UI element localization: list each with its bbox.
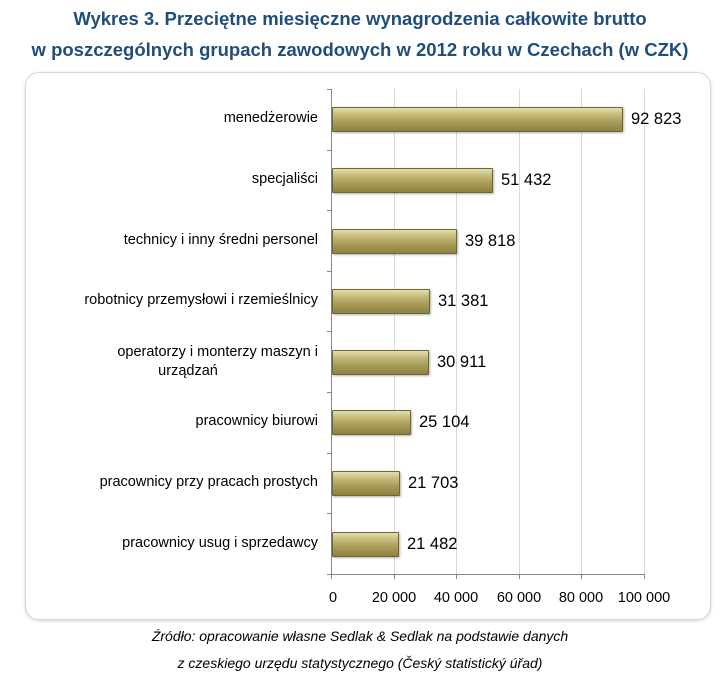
x-tick bbox=[644, 574, 645, 579]
category-label-line: urządzań bbox=[158, 363, 218, 379]
x-tick-label: 60 000 bbox=[496, 590, 542, 606]
category-label: pracownicy usug i sprzedawcy bbox=[122, 535, 318, 551]
bar bbox=[332, 107, 623, 132]
chart-frame bbox=[25, 72, 711, 620]
bar bbox=[332, 289, 430, 314]
x-tick bbox=[519, 574, 520, 579]
y-tick bbox=[327, 89, 331, 90]
category-label: pracownicy przy pracach prostych bbox=[99, 474, 318, 490]
x-tick-label: 80 000 bbox=[558, 590, 604, 606]
x-tick bbox=[394, 574, 395, 579]
y-tick bbox=[327, 574, 331, 575]
category-label: technicy i inny średni personel bbox=[123, 232, 318, 248]
bar-value-label: 39 818 bbox=[465, 232, 516, 250]
category-label: specjaliści bbox=[251, 171, 318, 187]
x-tick bbox=[331, 574, 332, 579]
category-label: robotnicy przemysłowi i rzemieślnicy bbox=[84, 292, 318, 308]
y-tick bbox=[327, 210, 331, 211]
bar-value-label: 21 703 bbox=[408, 474, 459, 492]
gridline bbox=[456, 89, 457, 574]
bar bbox=[332, 229, 457, 254]
x-tick-label: 40 000 bbox=[433, 590, 479, 606]
x-axis bbox=[331, 574, 644, 575]
gridline bbox=[581, 89, 582, 574]
y-tick bbox=[327, 271, 331, 272]
x-tick bbox=[456, 574, 457, 579]
bar-value-label: 30 911 bbox=[437, 353, 487, 371]
category-label: operatorzy i monterzy maszyn i urządzań bbox=[18, 343, 318, 381]
bar bbox=[332, 532, 399, 557]
gridline bbox=[394, 89, 395, 574]
y-tick bbox=[327, 392, 331, 393]
source-line-2: z czeskiego urzędu statystycznego (Český… bbox=[177, 655, 543, 671]
bar-value-label: 21 482 bbox=[407, 535, 458, 553]
gridline bbox=[644, 89, 645, 574]
category-label: menedżerowie bbox=[223, 110, 318, 126]
x-tick bbox=[581, 574, 582, 579]
x-tick-label: 20 000 bbox=[371, 590, 417, 606]
x-tick-label: 0 bbox=[328, 590, 338, 606]
bar bbox=[332, 410, 411, 435]
bar bbox=[332, 471, 400, 496]
chart-title-line-1: Wykres 3. Przeciętne miesięczne wynagrod… bbox=[73, 8, 647, 29]
bar bbox=[332, 168, 493, 193]
chart-title-line-2: w poszczególnych grupach zawodowych w 20… bbox=[31, 39, 689, 60]
bar-value-label: 92 823 bbox=[631, 110, 682, 128]
y-tick bbox=[327, 331, 331, 332]
bar-value-label: 25 104 bbox=[419, 413, 470, 431]
y-tick bbox=[327, 150, 331, 151]
bar-value-label: 31 381 bbox=[438, 292, 489, 310]
category-label: pracownicy biurowi bbox=[195, 413, 319, 429]
source-line-1: Źródło: opracowanie własne Sedlak & Sedl… bbox=[151, 628, 569, 644]
y-axis bbox=[331, 89, 332, 574]
gridline bbox=[519, 89, 520, 574]
bar-value-label: 51 432 bbox=[501, 171, 552, 189]
x-tick-label: 100 000 bbox=[617, 590, 671, 606]
category-label-line: operatorzy i monterzy maszyn i bbox=[117, 344, 318, 360]
bar bbox=[332, 350, 429, 375]
y-tick bbox=[327, 513, 331, 514]
y-tick bbox=[327, 453, 331, 454]
